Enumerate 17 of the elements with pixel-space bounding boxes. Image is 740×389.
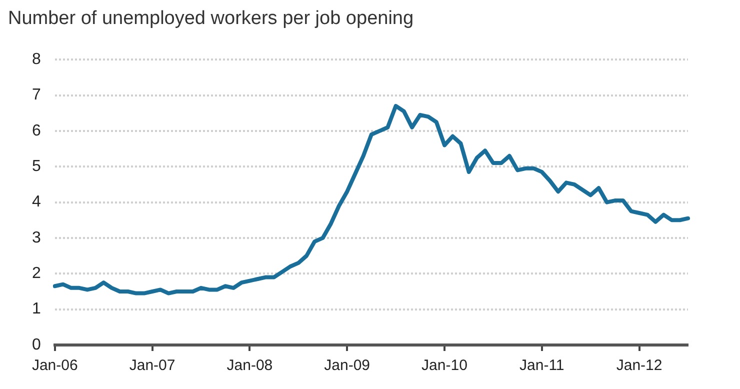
x-tick-label: Jan-06 [32, 357, 78, 374]
y-tick-label: 3 [32, 229, 41, 246]
x-tick-label: Jan-08 [226, 357, 273, 374]
y-tick-label: 8 [32, 51, 41, 68]
y-tick-label: 1 [32, 300, 41, 318]
y-tick-label: 0 [32, 336, 41, 354]
chart-title: Number of unemployed workers per job opening [8, 8, 415, 30]
y-tick-label: 7 [32, 86, 41, 104]
y-tick-label: 4 [32, 194, 41, 211]
x-tick-label: Jan-11 [520, 357, 564, 374]
y-tick-label: 5 [32, 158, 41, 176]
x-tick-label: Jan-09 [324, 357, 370, 374]
y-tick-label: 2 [32, 265, 41, 282]
x-tick-label: Jan-10 [422, 357, 468, 374]
x-tick-label: Jan-12 [616, 357, 662, 374]
x-tick-label: Jan-07 [129, 357, 176, 374]
y-tick-label: 6 [32, 122, 41, 140]
